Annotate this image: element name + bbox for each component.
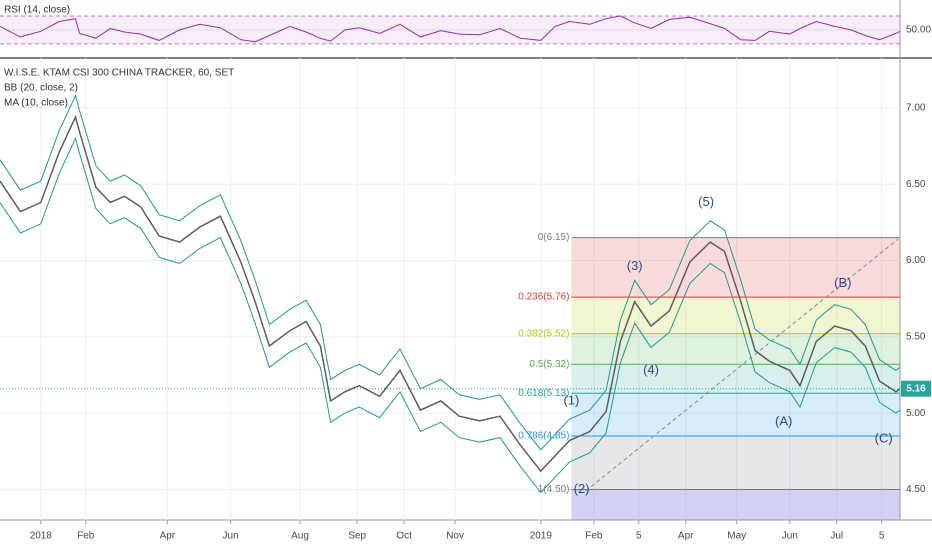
x-tick-label: Apr bbox=[160, 531, 176, 542]
fib-label: 0.786(4.85) bbox=[518, 431, 569, 442]
last-price-tag bbox=[901, 380, 931, 397]
y-tick-label: 5.50 bbox=[906, 331, 926, 342]
x-tick-label: 5 bbox=[879, 531, 885, 542]
fib-zone bbox=[571, 436, 900, 490]
x-tick-label: Jun bbox=[223, 531, 239, 542]
rsi-tick-label: 50.00 bbox=[906, 25, 931, 36]
rsi-label: RSI (14, close) bbox=[4, 5, 70, 16]
chart-title: W.I.S.E. KTAM CSI 300 CHINA TRACKER, 60,… bbox=[4, 68, 234, 79]
x-tick-label: Nov bbox=[446, 531, 464, 542]
bb-upper bbox=[0, 94, 901, 451]
y-tick-label: 5.00 bbox=[906, 408, 926, 419]
fib-label: 0(6.15) bbox=[538, 232, 570, 243]
price-line bbox=[0, 114, 901, 473]
wave-label: (A) bbox=[775, 414, 792, 429]
wave-label: (C) bbox=[875, 431, 893, 446]
x-tick-label: Apr bbox=[678, 531, 694, 542]
wave-label: (5) bbox=[698, 194, 714, 209]
wave-label: (B) bbox=[834, 275, 851, 290]
fib-zone bbox=[571, 297, 900, 334]
x-tick-label: Feb bbox=[77, 531, 95, 542]
y-tick-label: 7.00 bbox=[906, 102, 926, 113]
x-tick-label: Jul bbox=[830, 531, 843, 542]
fib-zone bbox=[571, 333, 900, 365]
trendline bbox=[585, 238, 899, 492]
last-price-label: 5.16 bbox=[906, 383, 926, 394]
fib-label: 0.618(5.13) bbox=[518, 388, 569, 399]
fib-zone-below bbox=[571, 489, 900, 520]
fib-label: 0.382(5.52) bbox=[518, 328, 569, 339]
wave-label: (4) bbox=[643, 362, 659, 377]
x-tick-label: May bbox=[727, 531, 746, 542]
x-tick-label: 5 bbox=[636, 531, 642, 542]
x-tick-label: Aug bbox=[291, 531, 309, 542]
x-tick-label: 2018 bbox=[30, 531, 53, 542]
y-tick-label: 6.00 bbox=[906, 255, 926, 266]
fib-label: 0.5(5.32) bbox=[529, 359, 569, 370]
bb-lower bbox=[0, 136, 901, 494]
fib-label: 0.236(5.76) bbox=[518, 292, 569, 303]
plot: 4.50 5.00 5.50 6.00 6.50 7.00 2018 Feb Apr Jun Aug… bbox=[0, 15, 931, 542]
x-tick-label: 2019 bbox=[530, 531, 553, 542]
wave-label: (1) bbox=[563, 392, 579, 407]
x-tick-label: Feb bbox=[585, 531, 603, 542]
rsi-line bbox=[0, 15, 901, 43]
y-tick-label: 6.50 bbox=[906, 179, 926, 190]
x-tick-label: Sep bbox=[348, 531, 366, 542]
y-tick-label: 4.50 bbox=[906, 484, 926, 495]
x-tick-label: Jun bbox=[782, 531, 798, 542]
fib-zone bbox=[571, 393, 900, 437]
ma-label: MA (10, close) bbox=[4, 98, 68, 109]
bb-label: BB (20, close, 2) bbox=[4, 83, 78, 94]
x-tick-label: Oct bbox=[396, 531, 412, 542]
wave-label: (3) bbox=[627, 258, 643, 273]
wave-label: (2) bbox=[574, 481, 590, 496]
fib-label: 1(4.50) bbox=[538, 484, 570, 495]
